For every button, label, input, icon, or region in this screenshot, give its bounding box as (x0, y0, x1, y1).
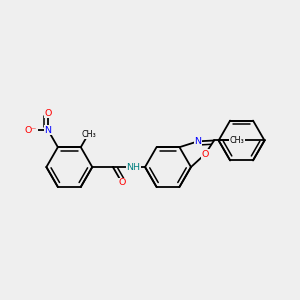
Text: N: N (194, 137, 201, 146)
Text: O: O (118, 178, 126, 188)
Text: N: N (45, 126, 52, 135)
Text: O: O (44, 109, 52, 118)
Text: CH₃: CH₃ (230, 136, 244, 145)
Text: CH₃: CH₃ (82, 130, 96, 139)
Text: O⁻: O⁻ (25, 126, 37, 135)
Text: NH: NH (127, 163, 141, 172)
Text: O: O (202, 150, 209, 159)
